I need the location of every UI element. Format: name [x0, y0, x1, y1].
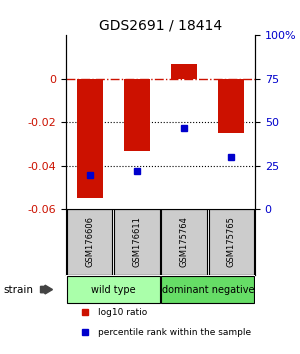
Text: wild type: wild type	[91, 285, 136, 295]
Bar	[161, 209, 207, 275]
Bar	[161, 276, 254, 303]
Bar	[114, 209, 160, 275]
Text: GDS2691 / 18414: GDS2691 / 18414	[99, 18, 222, 33]
Bar	[76, 79, 103, 199]
Bar	[171, 64, 197, 79]
Bar	[67, 276, 160, 303]
Text: GSM175764: GSM175764	[180, 217, 189, 267]
Bar	[218, 79, 244, 133]
Bar	[67, 209, 112, 275]
Text: GSM176611: GSM176611	[132, 217, 141, 267]
Text: dominant negative: dominant negative	[161, 285, 254, 295]
Text: strain: strain	[3, 285, 33, 295]
Text: GSM175765: GSM175765	[227, 217, 236, 267]
Text: GSM176606: GSM176606	[85, 217, 94, 268]
Bar	[124, 79, 150, 151]
Text: log10 ratio: log10 ratio	[98, 308, 147, 317]
Text: percentile rank within the sample: percentile rank within the sample	[98, 327, 251, 337]
Bar	[209, 209, 254, 275]
